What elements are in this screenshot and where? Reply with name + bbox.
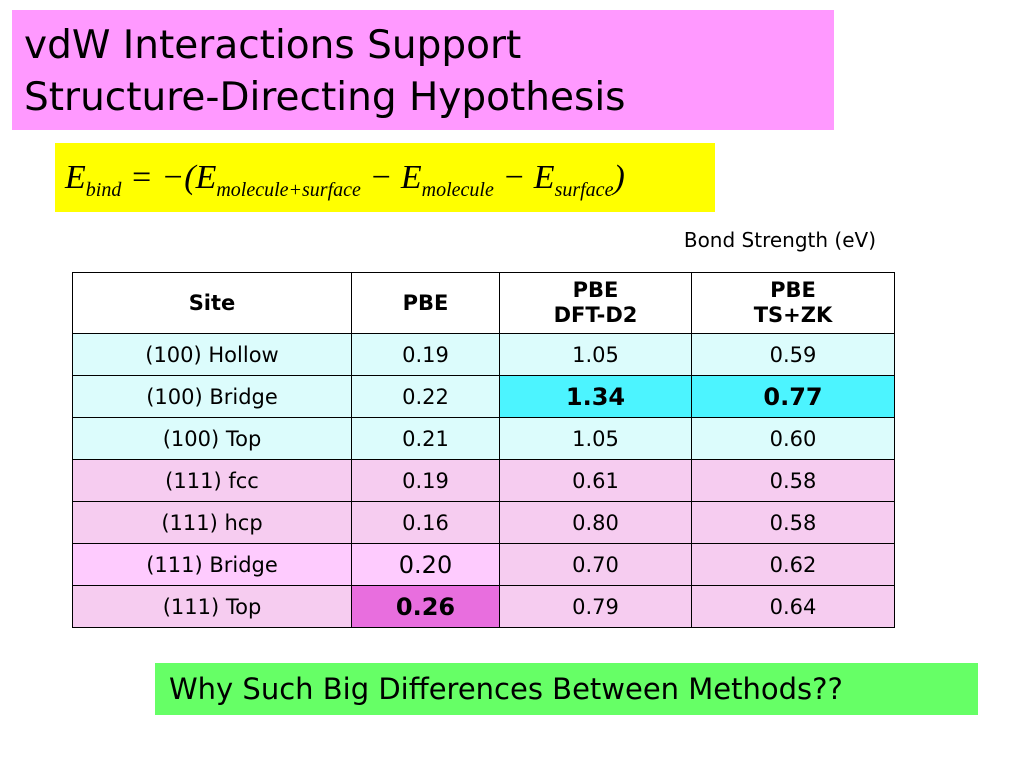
table-cell: 0.19 [351,459,500,502]
header-cell: PBE DFT-D2 [499,272,692,334]
table-cell: 0.79 [499,585,692,628]
equation-text: E [400,159,422,196]
footer-box: Why Such Big Differences Between Methods… [155,663,978,715]
table-cell: 0.80 [499,501,692,544]
table-cell: 0.58 [691,501,895,544]
equation-text: E [65,159,86,196]
table-cell: 1.05 [499,417,692,460]
equation-text: − [360,159,401,196]
header-line: DFT-D2 [553,303,638,327]
table-cell: 0.20 [351,543,500,586]
equation-text: E [195,159,217,196]
equation-text: = −( [121,159,196,196]
equation-box: Ebind = −(Emolecule+surface − Emolecule … [55,143,715,212]
table-cell: (111) Bridge [72,543,352,586]
table-cell: 0.19 [351,333,500,376]
table-cell: 0.60 [691,417,895,460]
header-cell: Site [72,272,352,334]
table-cell: 0.77 [691,375,895,418]
table-cell: (111) hcp [72,501,352,544]
header-line: PBE [402,290,449,315]
table-cell: 0.21 [351,417,500,460]
table-cell: (100) Hollow [72,333,352,376]
table-cell: (111) fcc [72,459,352,502]
table-cell: (111) Top [72,585,352,628]
equation-subscript: bind [85,179,122,201]
equation-subscript: molecule [421,179,494,201]
header-cell: PBE [351,272,500,334]
table-row: (111) Bridge 0.20 0.70 0.62 [72,543,895,586]
title-box: vdW Interactions Support Structure-Direct… [12,10,834,130]
table-cell: 0.16 [351,501,500,544]
header-line: Site [188,290,236,315]
equation-subscript: surface [554,179,614,201]
title-line: vdW Interactions Support [24,23,522,68]
table-cell: 1.05 [499,333,692,376]
table-cell: 0.70 [499,543,692,586]
header-cell: PBE TS+ZK [691,272,895,334]
header-line: PBE [770,278,816,302]
table-caption: Bond Strength (eV) [683,228,876,252]
table-cell: 0.26 [351,585,500,628]
table-cell: (100) Top [72,417,352,460]
equation-text: E [533,159,555,196]
title-line: Structure-Directing Hypothesis [24,75,626,120]
equation-text: − [493,159,534,196]
table-cell: 0.62 [691,543,895,586]
equation-text: ) [613,159,625,196]
table-row: (100) Hollow 0.19 1.05 0.59 [72,333,895,376]
equation-subscript: molecule+surface [216,179,361,201]
table-row: (100) Top 0.21 1.05 0.60 [72,417,895,460]
table-cell: 0.64 [691,585,895,628]
table-row: (111) Top 0.26 0.79 0.64 [72,585,895,628]
table: Site PBE PBE DFT-D2 PBE TS+ZK (100) Hollow 0.19… [72,272,895,628]
table-row: (111) fcc 0.19 0.61 0.58 [72,459,895,502]
table-cell: 0.61 [499,459,692,502]
table-row: (100) Bridge 0.22 1.34 0.77 [72,375,895,418]
table-row: (111) hcp 0.16 0.80 0.58 [72,501,895,544]
header-line: TS+ZK [753,303,833,327]
table-cell: 0.22 [351,375,500,418]
table-cell: 0.59 [691,333,895,376]
table-cell: 0.58 [691,459,895,502]
table-cell: (100) Bridge [72,375,352,418]
table-cell: 1.34 [499,375,692,418]
header-row: Site PBE PBE DFT-D2 PBE TS+ZK [72,272,895,334]
header-line: PBE [572,278,619,302]
